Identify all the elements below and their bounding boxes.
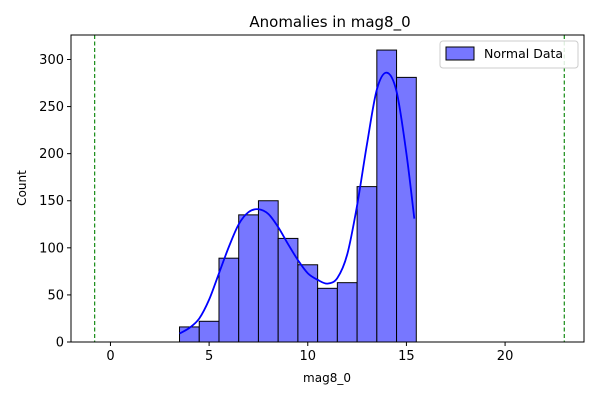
kde-curve [179,71,416,335]
histogram-bar-3 [238,214,259,343]
chart-title: Anomalies in mag8_0 [249,13,410,32]
x-tick-label: 15 [398,349,415,364]
y-tick-label: 150 [39,194,64,209]
y-axis-title: Count [15,170,29,206]
y-tick-label: 200 [39,147,64,162]
y-tick-label: 250 [39,100,64,115]
histogram-bar-10 [376,49,398,343]
legend: Normal Data [439,40,579,69]
histogram-bar-2 [218,257,240,343]
y-axis-ticks: 0 50 100 150 200 250 300 [39,53,71,351]
x-axis-ticks: 0 5 10 15 20 [106,342,513,364]
histogram-bars [179,49,417,343]
histogram-bar-6 [297,264,319,343]
x-axis-title: mag8_0 [303,371,351,385]
axes-frame [70,34,585,343]
histogram-bar-9 [356,186,378,343]
x-tick-label: 5 [205,349,213,364]
histogram-bar-0 [179,326,200,343]
histogram-bar-7 [317,287,338,343]
histogram-bar-1 [198,320,220,343]
x-tick-label: 0 [106,349,114,364]
kde-curve-layer [179,71,416,335]
legend-swatch-normal-data [445,46,475,61]
x-tick-label: 10 [299,349,316,364]
x-tick-label: 20 [497,349,514,364]
y-tick-label: 0 [56,336,64,351]
y-tick-label: 100 [39,241,64,256]
y-tick-label: 300 [39,53,64,68]
legend-label-normal-data: Normal Data [484,46,563,61]
reference-lines [94,35,565,342]
histogram-bar-8 [336,282,358,343]
y-tick-label: 50 [47,288,64,303]
